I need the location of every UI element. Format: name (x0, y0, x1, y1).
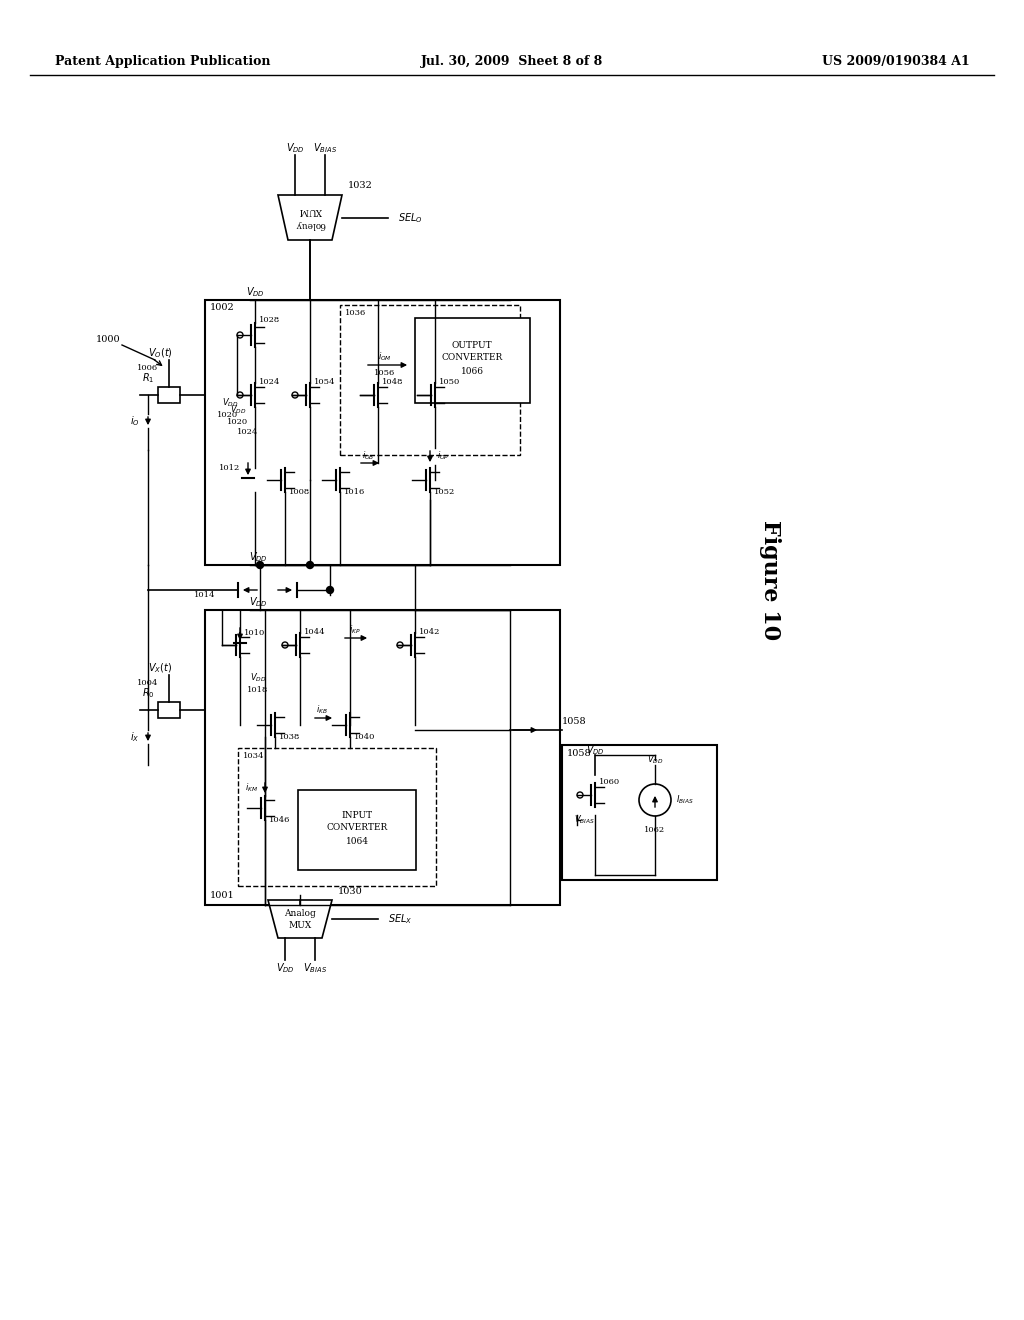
Text: $V_{DD}$: $V_{DD}$ (647, 754, 664, 766)
Text: 1034: 1034 (243, 752, 264, 760)
Bar (238, 748, 436, 886)
Text: $i_{OM}$: $i_{OM}$ (378, 351, 392, 363)
Text: XUM: XUM (298, 206, 322, 214)
Text: $V_{DD}$: $V_{DD}$ (275, 961, 295, 975)
Text: 1042: 1042 (419, 628, 440, 636)
Text: $V_{BIAS}$: $V_{BIAS}$ (303, 961, 327, 975)
Text: 1056: 1056 (375, 370, 395, 378)
Bar (158, 702, 180, 718)
Text: $V_{DD}$: $V_{DD}$ (229, 404, 246, 416)
Text: MUX: MUX (289, 921, 311, 931)
Text: $V_{DD}$: $V_{DD}$ (286, 141, 304, 154)
Bar (205, 300, 560, 565)
Bar (562, 744, 717, 880)
Text: 1052: 1052 (434, 488, 456, 496)
Text: 1028: 1028 (259, 315, 281, 323)
Text: $i_{KB}$: $i_{KB}$ (316, 704, 328, 717)
Text: 1060: 1060 (599, 777, 621, 785)
Circle shape (256, 561, 263, 569)
Text: Patent Application Publication: Patent Application Publication (55, 55, 270, 69)
Text: 1064: 1064 (345, 837, 369, 846)
Text: 1024: 1024 (259, 378, 281, 385)
Text: 1050: 1050 (439, 378, 461, 385)
Text: $V_{DD}$: $V_{DD}$ (221, 397, 238, 409)
Text: $i_X$: $i_X$ (130, 730, 139, 744)
Text: $I_{BIAS}$: $I_{BIAS}$ (676, 793, 694, 807)
Text: 1058: 1058 (562, 718, 587, 726)
Text: 1020: 1020 (217, 411, 238, 418)
Text: $V_{DD}$: $V_{DD}$ (586, 743, 604, 756)
Text: 1016: 1016 (344, 488, 366, 496)
Text: 6oleuy: 6oleuy (295, 220, 326, 230)
Text: Figure 10: Figure 10 (759, 520, 781, 640)
Text: 1062: 1062 (644, 826, 666, 834)
Text: $V_O(t)$: $V_O(t)$ (148, 346, 173, 360)
Text: 1008: 1008 (290, 488, 310, 496)
Text: INPUT: INPUT (341, 810, 373, 820)
Text: CONVERTER: CONVERTER (327, 824, 388, 833)
Text: 1006: 1006 (137, 364, 159, 372)
Text: 1036: 1036 (345, 309, 367, 317)
Text: $V_{BIAS}$: $V_{BIAS}$ (574, 813, 596, 826)
Text: $R_0$: $R_0$ (141, 686, 155, 700)
Text: 1046: 1046 (269, 816, 291, 824)
Text: 1066: 1066 (461, 367, 483, 375)
Text: CONVERTER: CONVERTER (441, 354, 503, 363)
Text: 1018: 1018 (248, 686, 268, 694)
Polygon shape (268, 900, 332, 939)
Text: 1020: 1020 (227, 418, 249, 426)
Text: $V_{DD}$: $V_{DD}$ (249, 550, 267, 564)
Text: $i_{OP}$: $i_{OP}$ (437, 450, 450, 462)
Text: $V_X(t)$: $V_X(t)$ (148, 661, 172, 675)
Bar (415, 318, 530, 403)
Text: 1010: 1010 (245, 630, 265, 638)
Text: OUTPUT: OUTPUT (452, 341, 493, 350)
Text: 1048: 1048 (382, 378, 403, 385)
Text: $SEL_O$: $SEL_O$ (398, 211, 423, 224)
Bar (340, 305, 520, 455)
Text: Analog: Analog (284, 909, 315, 919)
Text: $V_{BIAS}$: $V_{BIAS}$ (313, 141, 337, 154)
Polygon shape (278, 195, 342, 240)
Bar (298, 789, 416, 870)
Text: 1040: 1040 (354, 733, 376, 741)
Text: 1000: 1000 (95, 335, 120, 345)
Text: US 2009/0190384 A1: US 2009/0190384 A1 (822, 55, 970, 69)
Text: Jul. 30, 2009  Sheet 8 of 8: Jul. 30, 2009 Sheet 8 of 8 (421, 55, 603, 69)
Bar (205, 610, 560, 906)
Text: $SEL_X$: $SEL_X$ (388, 912, 413, 925)
Text: 1058: 1058 (567, 748, 592, 758)
Text: $i_{OB}$: $i_{OB}$ (361, 450, 375, 462)
Text: 1030: 1030 (338, 887, 362, 896)
Text: 1014: 1014 (194, 591, 215, 599)
Text: 1054: 1054 (314, 378, 336, 385)
Text: 1024: 1024 (238, 428, 259, 436)
Text: 1001: 1001 (210, 891, 234, 899)
Circle shape (306, 561, 313, 569)
Text: 1044: 1044 (304, 628, 326, 636)
Text: $i_O$: $i_O$ (130, 414, 140, 428)
Circle shape (327, 586, 334, 594)
Text: $R_1$: $R_1$ (141, 371, 155, 385)
Text: 1004: 1004 (137, 678, 159, 686)
Text: $i_{KP}$: $i_{KP}$ (349, 624, 360, 636)
Bar (158, 387, 180, 403)
Text: $V_{DD}$: $V_{DD}$ (246, 285, 264, 298)
Text: $V_{DD}$: $V_{DD}$ (249, 595, 267, 609)
Text: $i_{KM}$: $i_{KM}$ (246, 781, 258, 795)
Text: 1032: 1032 (348, 181, 373, 190)
Text: 1012: 1012 (219, 465, 241, 473)
Text: 1038: 1038 (280, 733, 301, 741)
Text: 1002: 1002 (210, 304, 234, 313)
Text: $V_{DD}$: $V_{DD}$ (250, 672, 266, 684)
